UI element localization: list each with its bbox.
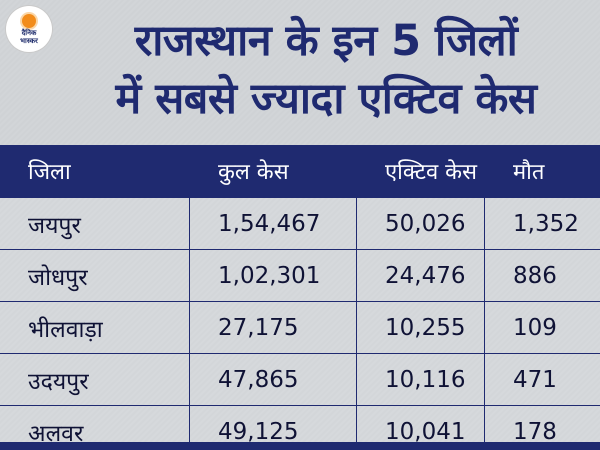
district-cases-table: जिला कुल केस एक्टिव केस मौत जयपुर 1,54,4… bbox=[0, 145, 600, 450]
table-row: जोधपुर 1,02,301 24,476 886 bbox=[0, 249, 600, 301]
cell-deaths: 886 bbox=[513, 262, 557, 289]
cell-deaths: 1,352 bbox=[513, 210, 579, 237]
sun-icon bbox=[22, 13, 36, 28]
cell-district: जोधपुर bbox=[0, 250, 190, 301]
cell-district: उदयपुर bbox=[0, 354, 190, 405]
logo-line-1: दैनिक bbox=[21, 28, 37, 37]
cell-active-cases: 10,116 bbox=[357, 354, 485, 405]
cell-active-cases: 10,041 bbox=[357, 406, 485, 450]
logo-line-2: भास्कर bbox=[20, 36, 38, 45]
headline-line-1: राजस्थान के इन 5 जिलों bbox=[134, 16, 518, 66]
cell-district: जयपुर bbox=[0, 198, 190, 249]
cell-active-cases: 10,255 bbox=[357, 302, 485, 353]
cell-total-cases: 1,02,301 bbox=[190, 250, 357, 301]
dainik-bhaskar-logo: दैनिक भास्कर bbox=[6, 6, 52, 52]
cell-deaths: 178 bbox=[513, 418, 557, 445]
cell-deaths: 109 bbox=[513, 314, 557, 341]
header-deaths: मौत bbox=[513, 160, 545, 185]
headline: राजस्थान के इन 5 जिलों में सबसे ज्यादा ए… bbox=[58, 12, 594, 128]
cell-active-cases: 50,026 bbox=[357, 198, 485, 249]
header-active-cases: एक्टिव केस bbox=[385, 160, 477, 185]
bottom-bar bbox=[0, 442, 600, 450]
cell-total-cases: 49,125 bbox=[190, 406, 357, 450]
cell-total-cases: 47,865 bbox=[190, 354, 357, 405]
headline-line-2: में सबसे ज्यादा एक्टिव केस bbox=[115, 74, 537, 124]
cell-deaths: 471 bbox=[513, 366, 557, 393]
cell-total-cases: 1,54,467 bbox=[190, 198, 357, 249]
cell-district: भीलवाड़ा bbox=[0, 302, 190, 353]
table-row: उदयपुर 47,865 10,116 471 bbox=[0, 353, 600, 405]
table-row: भीलवाड़ा 27,175 10,255 109 bbox=[0, 301, 600, 353]
cell-active-cases: 24,476 bbox=[357, 250, 485, 301]
header-total-cases: कुल केस bbox=[218, 160, 289, 185]
cell-total-cases: 27,175 bbox=[190, 302, 357, 353]
table-row: जयपुर 1,54,467 50,026 1,352 bbox=[0, 197, 600, 249]
table-header-row: जिला कुल केस एक्टिव केस मौत bbox=[0, 145, 600, 197]
header-district: जिला bbox=[28, 160, 71, 185]
